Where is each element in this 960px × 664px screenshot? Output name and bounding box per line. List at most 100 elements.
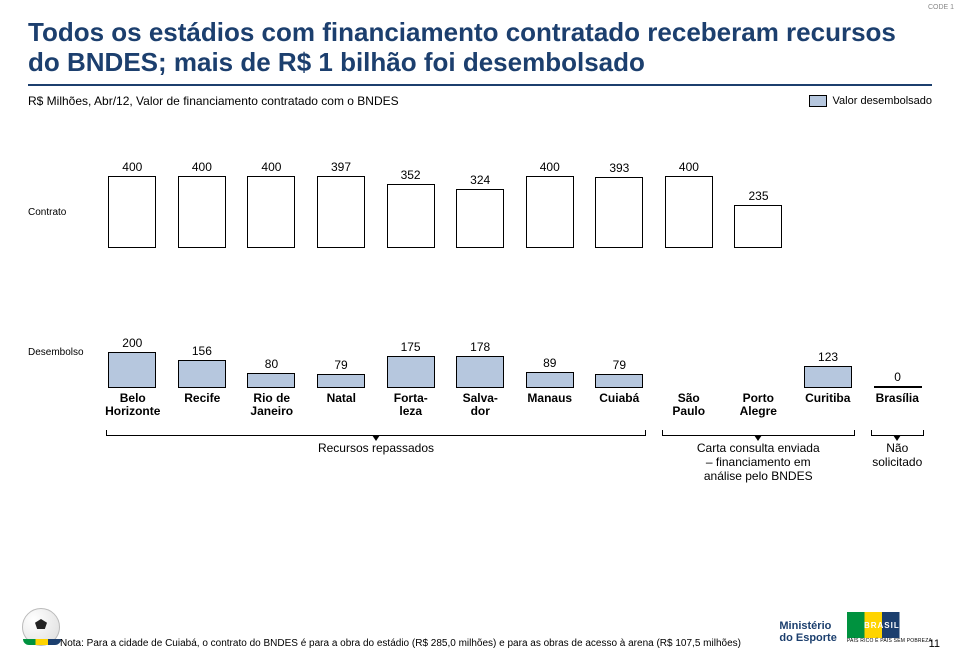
contrato-bar [108, 176, 156, 248]
desembolso-value: 80 [265, 357, 278, 371]
slide-title: Todos os estádios com financiamento cont… [28, 18, 932, 78]
desembolso-value: 79 [613, 358, 626, 372]
contrato-bar [456, 189, 504, 247]
contrato-bar-wrap: 397 [307, 160, 376, 247]
desembolso-row-label: Desembolso [28, 347, 84, 358]
chart-area: Contrato 400400400397352324400393400235 … [28, 168, 932, 484]
city-label: Forta-leza [376, 392, 446, 418]
brace-icon [654, 430, 863, 440]
contrato-row-label: Contrato [28, 207, 66, 218]
city-label: Salva-dor [446, 392, 516, 418]
desembolso-bar-wrap: 79 [585, 358, 654, 388]
soccer-ball-icon [22, 608, 60, 646]
desembolso-bar-wrap: 175 [376, 340, 445, 388]
desembolso-bar [595, 374, 643, 388]
desembolso-bar-wrap: 200 [98, 336, 167, 388]
desembolso-value: 200 [122, 336, 142, 350]
contrato-value: 400 [540, 160, 560, 174]
annotation-text: Nãosolicitado [872, 442, 922, 470]
contrato-bar-wrap: 400 [655, 160, 724, 248]
contrato-bar [317, 176, 365, 247]
desembolso-bar [456, 356, 504, 388]
desembolso-bar-wrap: 178 [446, 340, 515, 388]
contrato-bar [178, 176, 226, 248]
city-label: Rio deJaneiro [237, 392, 307, 418]
desembolso-value: 175 [401, 340, 421, 354]
code-tag: CODE 1 [928, 4, 954, 11]
title-block: Todos os estádios com financiamento cont… [28, 18, 932, 86]
legend: Valor desembolsado [809, 95, 932, 107]
ministerio-line1: Ministério [779, 620, 836, 632]
contrato-bar [595, 177, 643, 248]
contrato-bar [526, 176, 574, 248]
annotation-text: Carta consulta enviada– financiamento em… [697, 442, 820, 483]
desembolso-bar [178, 360, 226, 388]
contrato-value: 393 [609, 161, 629, 175]
contrato-bar-wrap: 400 [168, 160, 237, 248]
annotation-group: Carta consulta enviada– financiamento em… [654, 430, 863, 483]
desembolso-bar [874, 386, 922, 388]
desembolso-value: 178 [470, 340, 490, 354]
contrato-bar-wrap: 400 [515, 160, 584, 248]
page-number: 11 [929, 638, 940, 650]
brace-icon [98, 430, 654, 440]
desembolso-value: 156 [192, 344, 212, 358]
footnote: Nota: Para a cidade de Cuiabá, o contrat… [60, 638, 780, 651]
brasil-sub: PAÍS RICO É PAÍS SEM POBREZA [847, 638, 932, 644]
annotation-text: Recursos repassados [318, 442, 434, 456]
contrato-bar-wrap: 324 [446, 173, 515, 247]
city-label: Manaus [515, 392, 585, 418]
contrato-value: 400 [122, 160, 142, 174]
contrato-row: Contrato 400400400397352324400393400235 [98, 168, 932, 248]
desembolso-row: Desembolso 200156807917517889791230 [98, 308, 932, 388]
slide-subtitle: R$ Milhões, Abr/12, Valor de financiamen… [28, 94, 399, 108]
city-label: PortoAlegre [724, 392, 794, 418]
contrato-value: 324 [470, 173, 490, 187]
contrato-value: 235 [748, 189, 768, 203]
city-label: Recife [168, 392, 238, 418]
annotation-group: Nãosolicitado [863, 430, 933, 483]
contrato-value: 400 [261, 160, 281, 174]
desembolso-bar-wrap: 0 [863, 370, 932, 388]
ministerio-line2: do Esporte [779, 632, 836, 644]
slide-page: CODE 1 Todos os estádios com financiamen… [0, 0, 960, 664]
annotation-group: Recursos repassados [98, 430, 654, 483]
city-label: Cuiabá [585, 392, 655, 418]
city-label: SãoPaulo [654, 392, 724, 418]
desembolso-bar-wrap: 123 [794, 350, 863, 388]
contrato-value: 400 [679, 160, 699, 174]
legend-label: Valor desembolsado [833, 95, 932, 107]
contrato-value: 397 [331, 160, 351, 174]
desembolso-bar-wrap: 79 [307, 358, 376, 388]
desembolso-bar [387, 356, 435, 388]
contrato-value: 400 [192, 160, 212, 174]
annotation-row: Recursos repassados Carta consulta enviad… [98, 430, 932, 483]
desembolso-value: 0 [894, 370, 901, 384]
city-label: BeloHorizonte [98, 392, 168, 418]
desembolso-value: 79 [334, 358, 347, 372]
desembolso-bar [526, 372, 574, 388]
contrato-bar [665, 176, 713, 248]
desembolso-bar [247, 373, 295, 387]
city-label: Curitiba [793, 392, 863, 418]
contrato-bar [734, 205, 782, 247]
city-label: Brasília [863, 392, 933, 418]
desembolso-value: 123 [818, 350, 838, 364]
contrato-bar-wrap: 400 [98, 160, 167, 248]
desembolso-bar [804, 366, 852, 388]
ministerio-logo: Ministério do Esporte [779, 620, 836, 644]
brasil-logo: BRASIL PAÍS RICO É PAÍS SEM POBREZA [847, 612, 932, 644]
contrato-bar-wrap: 235 [724, 189, 793, 247]
desembolso-value: 89 [543, 356, 556, 370]
desembolso-bar-wrap: 80 [237, 357, 306, 387]
contrato-bar [247, 176, 295, 248]
contrato-bar-wrap: 352 [376, 168, 445, 247]
brasil-flag-box: BRASIL [847, 612, 917, 638]
legend-swatch [809, 95, 827, 107]
desembolso-bar [317, 374, 365, 388]
contrato-bar-wrap: 393 [585, 161, 654, 248]
city-labels-row: BeloHorizonteRecifeRio deJaneiroNatalFor… [98, 392, 932, 418]
contrato-bar-wrap: 400 [237, 160, 306, 248]
subtitle-row: R$ Milhões, Abr/12, Valor de financiamen… [28, 90, 932, 108]
contrato-value: 352 [401, 168, 421, 182]
